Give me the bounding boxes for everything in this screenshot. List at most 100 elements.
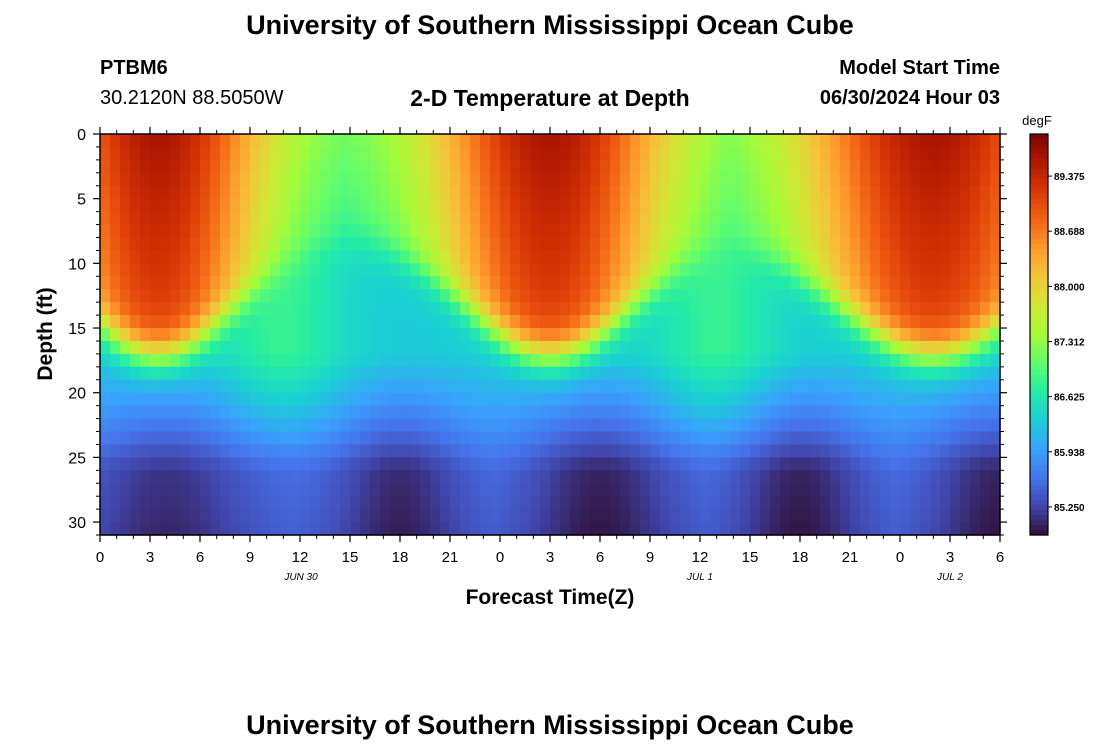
heatmap-cell — [180, 289, 191, 303]
heatmap-cell — [540, 353, 551, 368]
heatmap-cell — [290, 366, 301, 381]
heatmap-cell — [130, 250, 141, 264]
heatmap-cell — [470, 263, 481, 277]
heatmap-cell — [910, 418, 921, 433]
heatmap-cell — [810, 250, 821, 264]
heatmap-cell — [830, 470, 841, 484]
heatmap-cell — [270, 159, 281, 174]
heatmap-cell — [850, 198, 861, 213]
heatmap-cell — [610, 483, 621, 497]
heatmap-cell — [390, 328, 401, 342]
heatmap-cell — [260, 379, 271, 394]
heatmap-cell — [650, 315, 661, 329]
heatmap-cell — [380, 522, 391, 536]
heatmap-cell — [910, 470, 921, 484]
heatmap-cell — [450, 470, 461, 484]
heatmap-cell — [800, 392, 811, 407]
heatmap-cell — [220, 185, 231, 200]
heatmap-cell — [330, 470, 341, 484]
heatmap-cell — [670, 224, 681, 239]
heatmap-cell — [840, 159, 851, 174]
heatmap-cell — [260, 366, 271, 381]
heatmap-cell — [130, 302, 141, 316]
colorbar-segment — [1030, 499, 1048, 506]
heatmap-cell — [140, 250, 151, 264]
heatmap-cell — [850, 237, 861, 252]
heatmap-cell — [590, 159, 601, 174]
heatmap-cell — [310, 483, 321, 497]
heatmap-cell — [860, 250, 871, 264]
heatmap-cell — [150, 470, 161, 484]
heatmap-cell — [740, 250, 751, 264]
heatmap-cell — [920, 509, 931, 523]
heatmap-cell — [170, 483, 181, 497]
heatmap-cell — [240, 146, 251, 161]
heatmap-cell — [630, 457, 641, 471]
heatmap-cell — [710, 159, 721, 174]
heatmap-cell — [210, 431, 221, 446]
heatmap-cell — [580, 444, 591, 458]
heatmap-cell — [330, 366, 341, 381]
heatmap-cell — [340, 224, 351, 239]
heatmap-cell — [340, 250, 351, 264]
heatmap-cell — [600, 250, 611, 264]
heatmap-cell — [870, 509, 881, 523]
colorbar-segment — [1030, 314, 1048, 321]
heatmap-cell — [280, 134, 291, 148]
heatmap-cell — [420, 134, 431, 148]
heatmap-cell — [760, 134, 771, 148]
heatmap-cell — [480, 276, 491, 290]
heatmap-cell — [190, 172, 201, 187]
heatmap-cell — [420, 276, 431, 290]
heatmap-cell — [420, 522, 431, 536]
heatmap-cell — [670, 379, 681, 394]
heatmap-cell — [380, 470, 391, 484]
heatmap-cell — [590, 353, 601, 368]
heatmap-cell — [900, 302, 911, 316]
heatmap-cell — [100, 444, 111, 458]
heatmap-cell — [220, 353, 231, 368]
heatmap-cell — [810, 224, 821, 239]
heatmap-cell — [280, 457, 291, 471]
heatmap-cell — [640, 276, 651, 290]
heatmap-cell — [640, 418, 651, 433]
heatmap-cell — [740, 522, 751, 536]
heatmap-cell — [180, 392, 191, 407]
heatmap-cell — [180, 159, 191, 174]
heatmap-cell — [680, 224, 691, 239]
heatmap-cell — [730, 392, 741, 407]
heatmap-cell — [820, 496, 831, 510]
heatmap-cell — [330, 457, 341, 471]
heatmap-cell — [430, 470, 441, 484]
heatmap-cell — [630, 392, 641, 407]
heatmap-cell — [280, 353, 291, 368]
heatmap-cell — [440, 431, 451, 446]
heatmap-cell — [740, 289, 751, 303]
colorbar-segment — [1030, 434, 1048, 441]
heatmap-cell — [780, 496, 791, 510]
heatmap-cell — [240, 185, 251, 200]
heatmap-cell — [280, 405, 291, 420]
heatmap-cell — [530, 366, 541, 381]
heatmap-cell — [330, 353, 341, 368]
heatmap-cell — [650, 224, 661, 239]
heatmap-cell — [760, 418, 771, 433]
heatmap-cell — [340, 172, 351, 187]
heatmap-cell — [390, 134, 401, 148]
heatmap-cell — [950, 418, 961, 433]
heatmap-cell — [630, 353, 641, 368]
heatmap-cell — [310, 237, 321, 252]
heatmap-cell — [260, 134, 271, 148]
heatmap-cell — [170, 340, 181, 355]
heatmap-cell — [760, 405, 771, 420]
heatmap-cell — [460, 237, 471, 252]
heatmap-cell — [360, 405, 371, 420]
heatmap-cell — [160, 340, 171, 355]
heatmap-cell — [530, 289, 541, 303]
colorbar-segment — [1030, 229, 1048, 235]
heatmap-cell — [610, 353, 621, 368]
heatmap-cell — [330, 483, 341, 497]
heatmap-cell — [440, 289, 451, 303]
heatmap-cell — [840, 470, 851, 484]
heatmap-cell — [190, 237, 201, 252]
